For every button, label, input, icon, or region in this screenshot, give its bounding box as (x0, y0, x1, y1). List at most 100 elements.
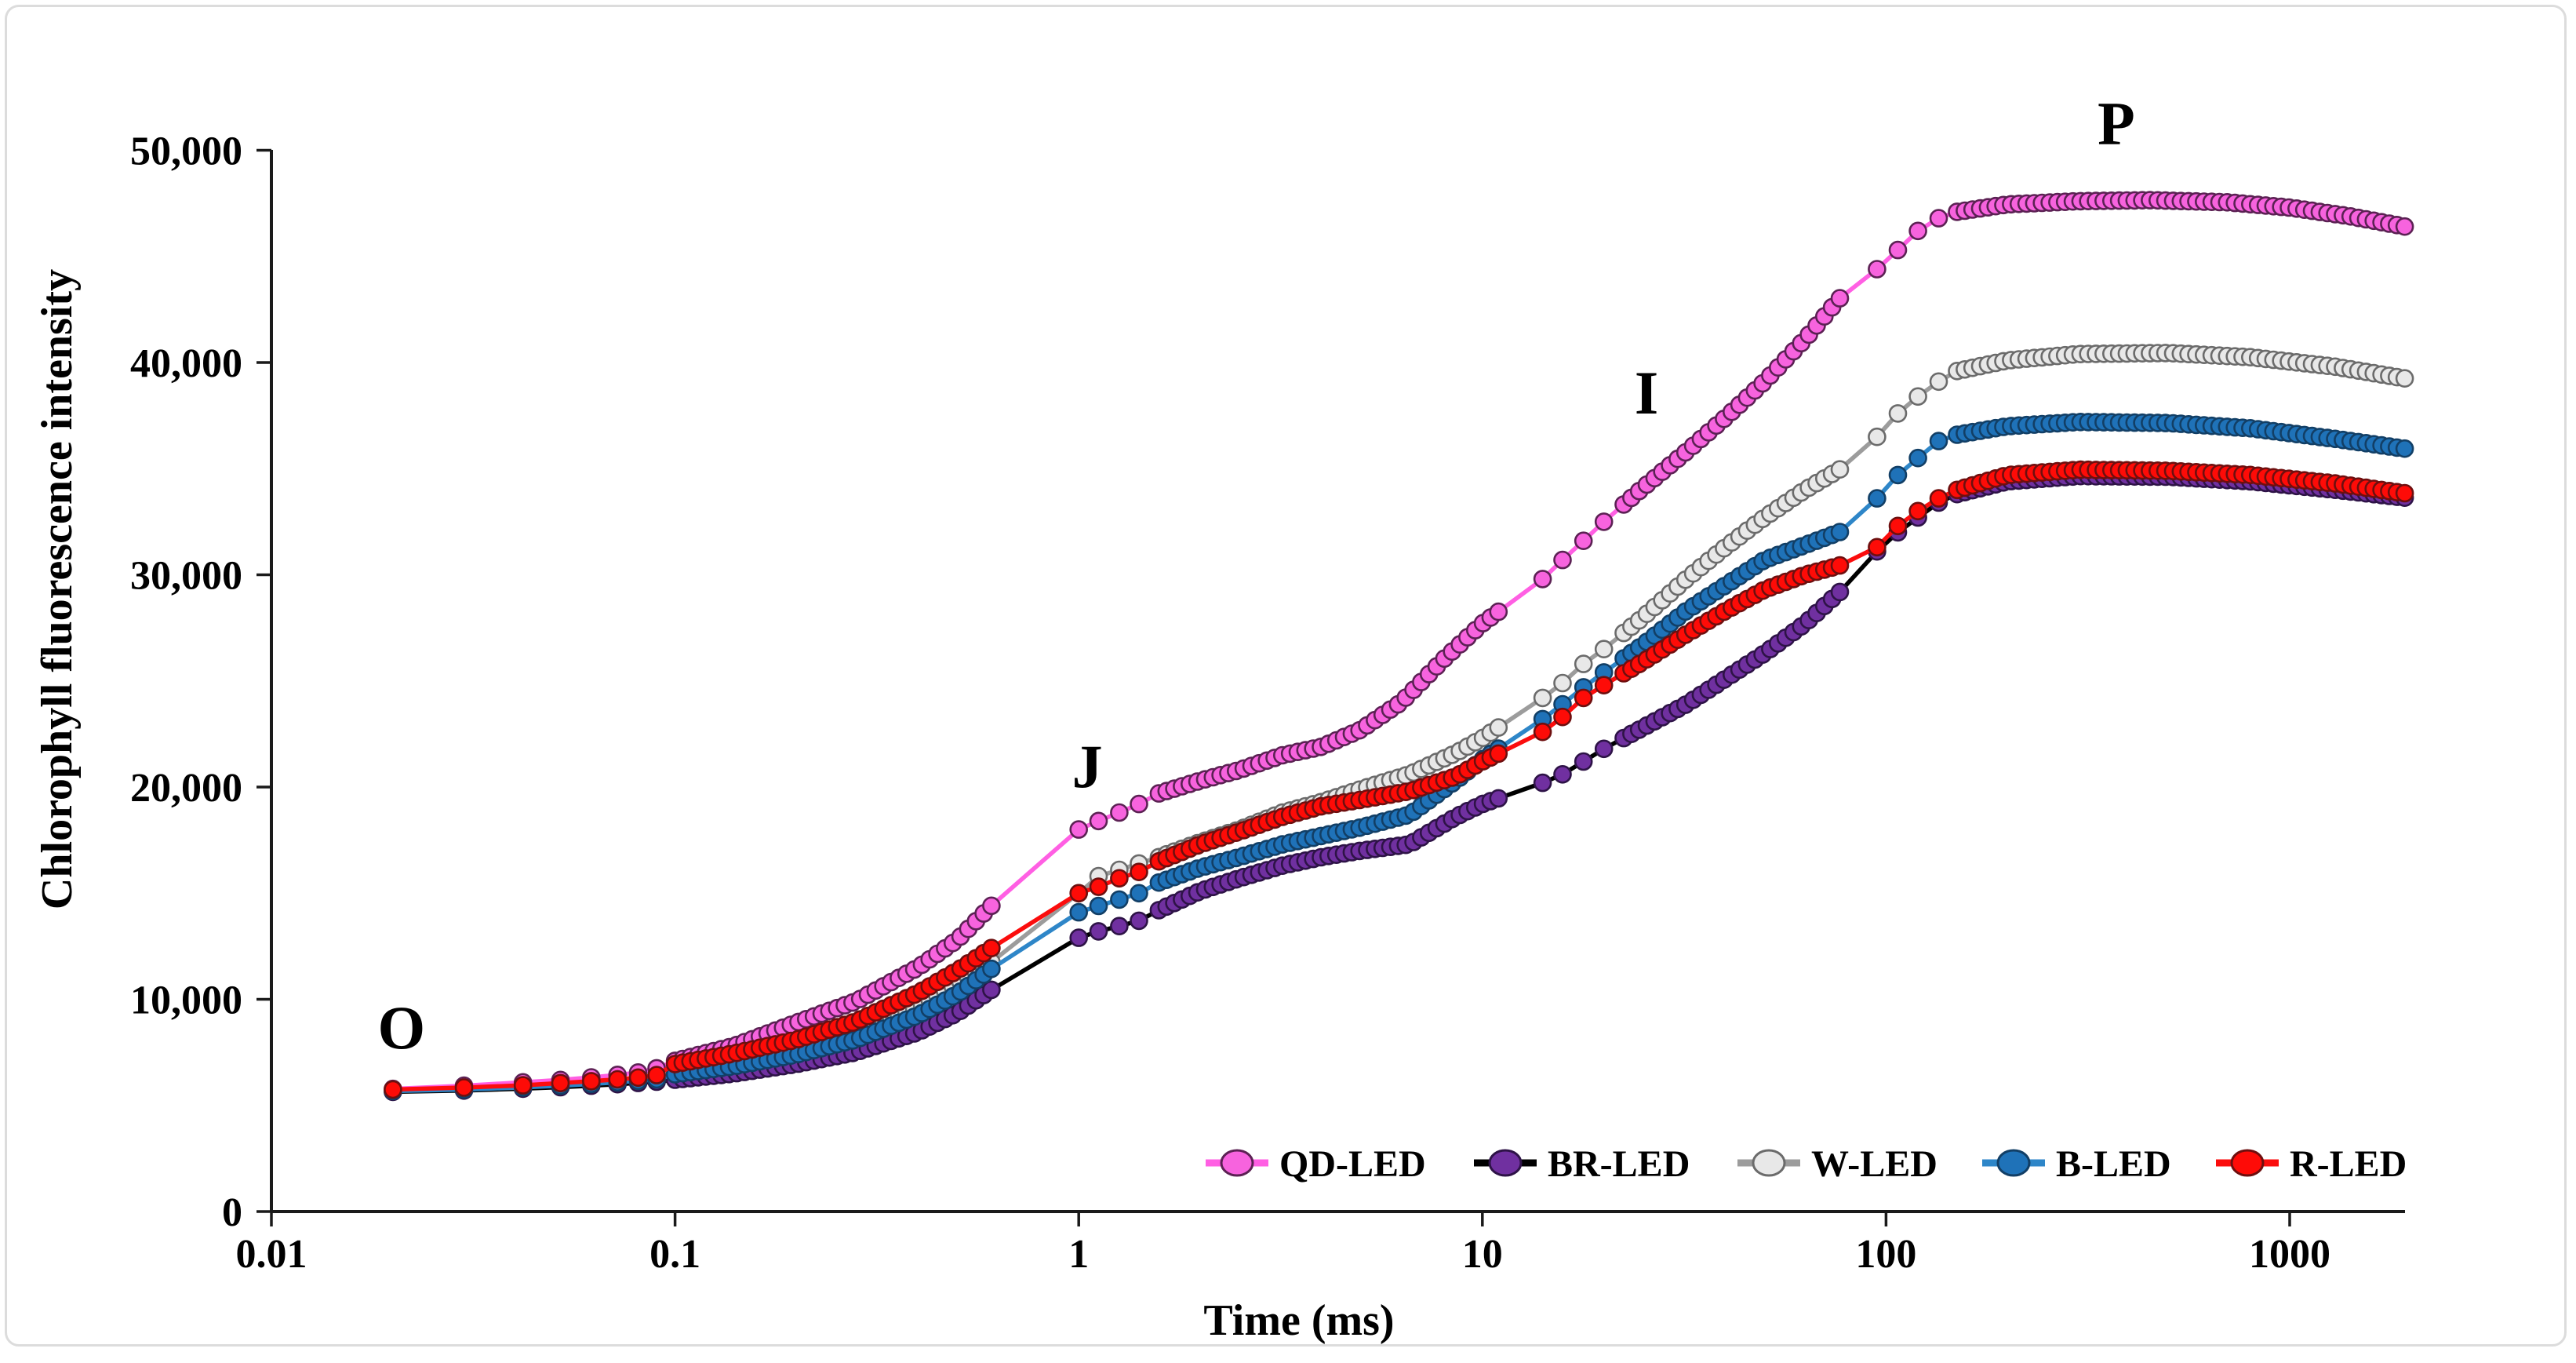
data-point-marker (1130, 911, 1148, 931)
data-point-marker (1110, 869, 1129, 888)
legend-marker-w-led (1752, 1149, 1786, 1177)
data-point-marker (1908, 387, 1927, 406)
series-r-led (384, 460, 2414, 1099)
data-point-marker (1089, 877, 1108, 896)
data-point-marker (647, 1066, 666, 1084)
data-point-marker (1489, 718, 1508, 737)
chart-legend: QD-LED BR-LED W-LED B-LED R-LED (1206, 1143, 2407, 1185)
data-point-marker (1553, 550, 1572, 570)
y-tick-label-20000: 20,000 (130, 766, 242, 811)
x-tick-label-0.01: 0.01 (236, 1232, 307, 1277)
legend-item-w-led: W-LED (1737, 1143, 1937, 1185)
legend-marker-br-led (1488, 1149, 1523, 1177)
data-point-marker (581, 1072, 601, 1091)
data-point-marker (1089, 896, 1108, 916)
series-curves (384, 191, 2414, 1102)
data-point-marker (2395, 217, 2414, 236)
legend-label-qd-led: QD-LED (1279, 1143, 1426, 1185)
data-point-marker (1830, 523, 1850, 541)
data-point-marker (1830, 582, 1850, 602)
data-point-marker (1868, 538, 1887, 557)
data-point-marker (454, 1078, 474, 1097)
x-tick-label-1000: 1000 (2249, 1232, 2330, 1277)
data-point-marker (1574, 688, 1593, 708)
series-b-led (384, 412, 2414, 1101)
chart-canvas: 50,000 40,000 30,000 20,000 10,000 0 0.0… (33, 89, 2414, 1345)
x-tick-label-10: 10 (1462, 1232, 1503, 1277)
data-point-marker (551, 1073, 570, 1093)
legend-label-w-led: W-LED (1811, 1143, 1937, 1185)
data-point-marker (1574, 752, 1593, 771)
y-tick-label-0: 0 (222, 1190, 242, 1235)
data-point-marker (608, 1070, 628, 1089)
legend-label-b-led: B-LED (2056, 1143, 2171, 1185)
data-point-marker (982, 938, 1001, 957)
data-point-marker (1908, 501, 1927, 521)
data-point-marker (1069, 820, 1088, 839)
data-point-marker (2395, 483, 2414, 503)
data-point-marker (1110, 890, 1129, 909)
x-axis-title: Time (ms) (1203, 1296, 1394, 1345)
data-point-marker (1110, 917, 1129, 935)
data-point-marker (1594, 676, 1614, 695)
legend-item-br-led: BR-LED (1474, 1143, 1690, 1185)
series-qd-led (384, 191, 2414, 1099)
x-tick-label-100: 100 (1855, 1232, 1916, 1277)
data-point-marker (1594, 512, 1614, 531)
data-point-marker (1489, 602, 1508, 621)
data-point-marker (1888, 465, 1908, 485)
data-point-marker (1553, 673, 1572, 693)
data-point-marker (1574, 654, 1593, 673)
data-point-marker (2395, 369, 2414, 388)
data-point-marker (982, 896, 1001, 916)
data-point-marker (982, 980, 1001, 1000)
legend-marker-r-led (2230, 1149, 2265, 1177)
data-point-marker (1888, 404, 1908, 423)
x-tick-label-1: 1 (1068, 1232, 1089, 1277)
data-point-marker (2395, 439, 2414, 458)
data-point-marker (1130, 794, 1148, 814)
data-point-marker (1533, 570, 1552, 589)
data-point-marker (1489, 789, 1508, 808)
data-point-marker (1089, 811, 1108, 831)
data-point-marker (1553, 707, 1572, 727)
data-point-marker (1908, 448, 1927, 468)
data-point-marker (1130, 862, 1148, 881)
data-point-marker (1929, 209, 1948, 228)
data-point-marker (1868, 427, 1887, 446)
series-line-qd-led (391, 198, 2407, 1091)
data-point-marker (1110, 803, 1129, 822)
data-point-marker (1069, 928, 1088, 947)
data-point-marker (1553, 764, 1572, 784)
legend-marker-b-led (1996, 1149, 2031, 1177)
ojip-fluorescence-figure: 50,000 40,000 30,000 20,000 10,000 0 0.0… (5, 5, 2567, 1347)
annotation-I: I (1635, 359, 1658, 427)
data-point-marker (1929, 432, 1948, 450)
y-tick-label-40000: 40,000 (130, 341, 242, 386)
series-line-b-led (391, 420, 2407, 1094)
legend-item-qd-led: QD-LED (1206, 1143, 1426, 1185)
data-point-marker (1489, 744, 1508, 763)
data-point-marker (1089, 922, 1108, 941)
data-point-marker (1830, 289, 1850, 308)
data-point-marker (1069, 884, 1088, 903)
data-point-marker (1868, 489, 1887, 508)
data-point-marker (1929, 372, 1948, 392)
legend-marker-qd-led (1220, 1149, 1254, 1177)
annotation-P: P (2098, 89, 2135, 158)
data-point-marker (513, 1076, 533, 1095)
data-point-marker (1533, 722, 1552, 742)
data-point-marker (1533, 688, 1552, 708)
y-tick-label-30000: 30,000 (130, 554, 242, 599)
data-point-marker (1908, 221, 1927, 241)
data-point-marker (384, 1080, 402, 1099)
data-point-marker (1594, 640, 1614, 659)
y-tick-label-10000: 10,000 (130, 979, 242, 1023)
annotation-O: O (377, 993, 425, 1062)
data-point-marker (1888, 516, 1908, 536)
data-point-marker (982, 959, 1001, 979)
legend-item-b-led: B-LED (1982, 1143, 2171, 1185)
data-point-marker (1594, 739, 1614, 759)
x-tick-label-0.1: 0.1 (649, 1232, 700, 1277)
data-point-marker (1888, 240, 1908, 260)
